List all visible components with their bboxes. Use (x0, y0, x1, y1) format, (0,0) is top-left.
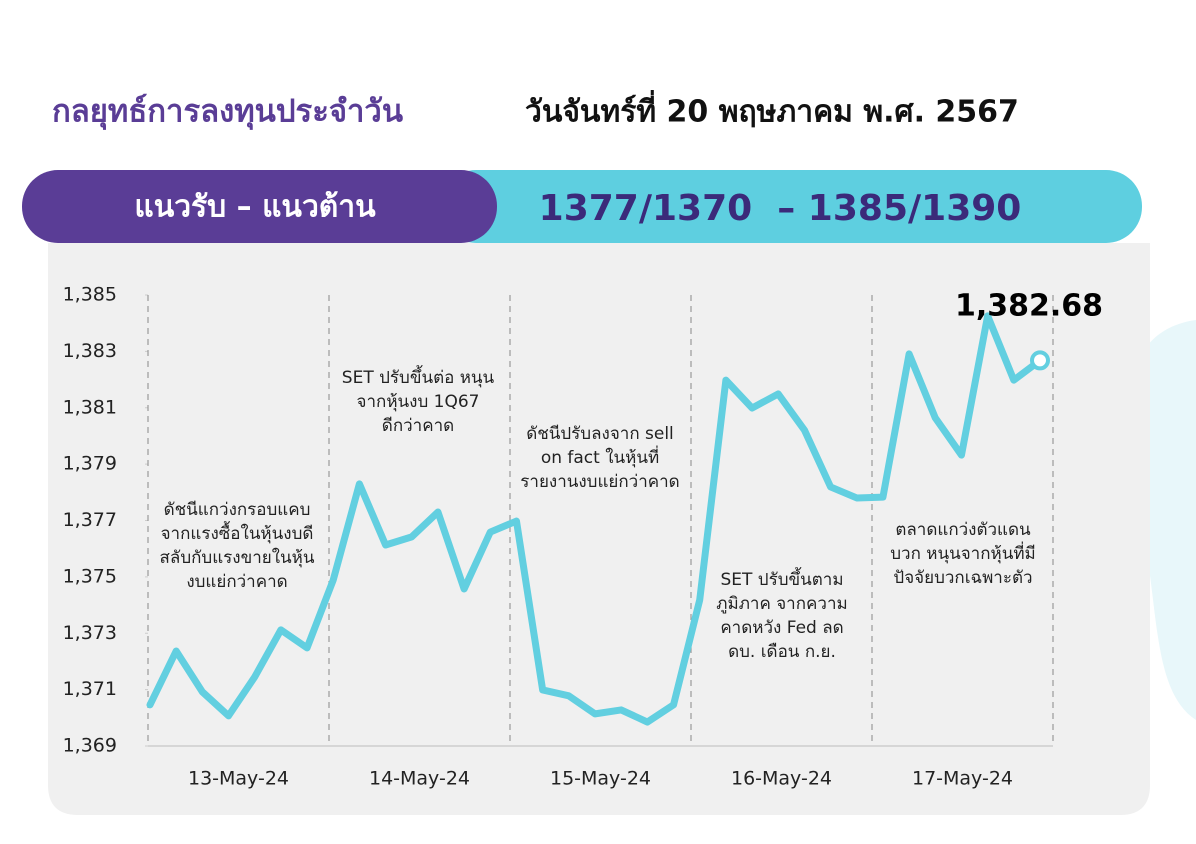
annotation: คาดหวัง Fed ลด (720, 618, 843, 638)
x-tick-label: 15-May-24 (550, 768, 651, 790)
annotation: งบแย่กว่าคาด (186, 572, 287, 592)
annotation: ตลาดแกว่งตัวแดน (895, 520, 1031, 540)
annotation: ภูมิภาค จากความ (716, 594, 847, 614)
y-tick-label: 1,385 (63, 284, 117, 306)
banner-left (22, 170, 497, 243)
annotation: ดัชนีแกว่งกรอบแคบ (164, 500, 311, 520)
annotation: ดีกว่าคาด (382, 416, 454, 436)
y-tick-label: 1,375 (63, 565, 117, 587)
y-tick-label: 1,377 (63, 509, 117, 531)
y-tick-label: 1,379 (63, 453, 117, 475)
x-tick-label: 17-May-24 (912, 768, 1013, 790)
y-tick-label: 1,373 (63, 622, 117, 644)
x-tick-label: 16-May-24 (731, 768, 832, 790)
x-tick-label: 13-May-24 (188, 768, 289, 790)
annotation: จากหุ้นงบ 1Q67 (357, 392, 480, 412)
y-tick-label: 1,381 (63, 396, 117, 418)
series-line (146, 312, 1044, 726)
y-tick-label: 1,371 (63, 678, 117, 700)
date: วันจันทร์ที่ 20 พฤษภาคม พ.ศ. 2567 (525, 90, 1019, 130)
annotation: ดัชนีปรับลงจาก sell (526, 424, 674, 444)
annotation: จากแรงซื้อในหุ้นงบดี (161, 521, 314, 544)
x-tick-label: 14-May-24 (369, 768, 470, 790)
annotation: สลับกับแรงขายในหุ้น (160, 547, 315, 568)
banner-label: แนวรับ – แนวต้าน (134, 190, 376, 225)
chart-panel (48, 243, 1150, 815)
annotation: SET ปรับขึ้นต่อ หนุน (342, 365, 495, 388)
y-tick-label: 1,383 (63, 340, 117, 362)
annotation: บวก หนุนจากหุ้นที่มี (890, 541, 1036, 564)
value-label: 1,382.68 (955, 289, 1103, 324)
banner-right (440, 170, 1142, 243)
title: กลยุทธ์การลงทุนประจำวัน (52, 94, 403, 131)
end-marker (1030, 350, 1050, 371)
annotation: on fact ในหุ้นที่ (541, 445, 659, 468)
annotation: ดบ. เดือน ก.ย. (728, 642, 836, 662)
banner-levels: 1377/1370 – 1385/1390 (539, 188, 1022, 229)
annotation: ปัจจัยบวกเฉพาะตัว (893, 568, 1032, 588)
annotation: SET ปรับขึ้นตาม (720, 567, 843, 590)
chart: 1,369 1,371 1,373 1,375 1,377 1,379 1,381 1,383… (63, 284, 1103, 790)
annotation: รายงานงบแย่กว่าคาด (520, 472, 679, 492)
y-tick-label: 1,369 (63, 735, 117, 757)
